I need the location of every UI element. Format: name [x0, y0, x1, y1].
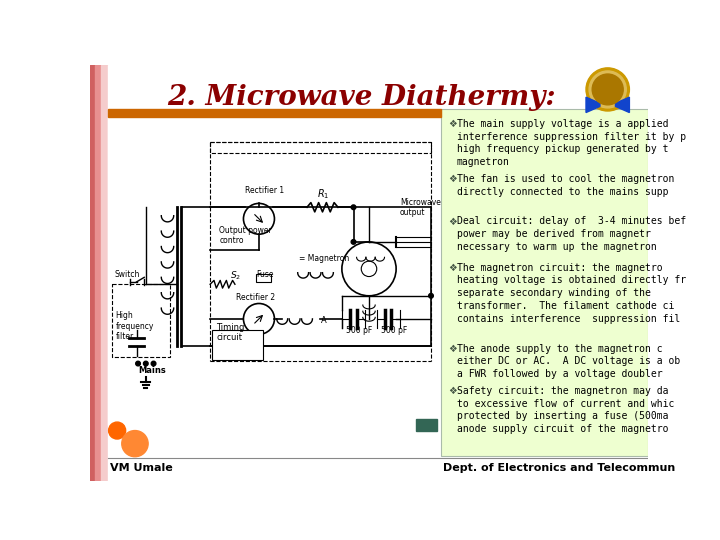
Text: VM Umale: VM Umale — [110, 463, 173, 473]
Text: Microwave
output: Microwave output — [400, 198, 441, 217]
Bar — [96, 65, 101, 481]
Text: Fuse: Fuse — [256, 269, 274, 279]
Text: $R_1$: $R_1$ — [317, 187, 330, 201]
Polygon shape — [616, 97, 629, 112]
Bar — [90, 65, 96, 481]
Text: Rectifier 1: Rectifier 1 — [245, 186, 284, 194]
Text: ❖: ❖ — [448, 386, 456, 396]
Text: The anode supply to the magnetron c
either DC or AC.  A DC voltage is a ob
a FWR: The anode supply to the magnetron c eith… — [456, 343, 680, 379]
Circle shape — [593, 74, 624, 105]
Text: Rectifier 2: Rectifier 2 — [235, 293, 275, 302]
Bar — [108, 117, 441, 425]
Bar — [108, 110, 441, 117]
Circle shape — [151, 361, 156, 366]
Bar — [210, 142, 431, 153]
Text: ❖: ❖ — [448, 119, 456, 129]
Bar — [101, 65, 108, 481]
Bar — [441, 110, 648, 456]
Text: Output power
contro: Output power contro — [220, 226, 272, 246]
Bar — [212, 330, 263, 360]
Text: Timing
circuit: Timing circuit — [216, 323, 245, 342]
Text: 500 pF: 500 pF — [381, 326, 407, 335]
Circle shape — [428, 294, 433, 298]
Text: A: A — [321, 316, 327, 325]
Text: Switch: Switch — [114, 269, 140, 279]
Circle shape — [109, 422, 126, 439]
Text: The main supply voltage is a applied
interference suppression filter it by p
hig: The main supply voltage is a applied int… — [456, 119, 685, 167]
Text: High
frequency
filter: High frequency filter — [116, 311, 154, 341]
Text: ❖: ❖ — [448, 174, 456, 184]
Text: ❖: ❖ — [448, 343, 456, 354]
Text: Deal circuit: delay of  3-4 minutes bef
power may be derived from magnetr
necess: Deal circuit: delay of 3-4 minutes bef p… — [456, 217, 685, 252]
Text: ❖: ❖ — [448, 262, 456, 273]
Circle shape — [136, 361, 140, 366]
Circle shape — [351, 240, 356, 244]
Text: = Magnetron: = Magnetron — [300, 254, 349, 263]
Text: Safety circuit: the magnetron may da
to excessive flow of current and whic
prote: Safety circuit: the magnetron may da to … — [456, 386, 674, 434]
Polygon shape — [586, 97, 600, 112]
Text: The fan is used to cool the magnetron
directly connected to the mains supp: The fan is used to cool the magnetron di… — [456, 174, 674, 197]
Circle shape — [586, 68, 629, 111]
Text: Dept. of Electronics and Telecommun: Dept. of Electronics and Telecommun — [443, 463, 675, 473]
Circle shape — [143, 361, 148, 366]
Text: 2. Microwave Diathermy:: 2. Microwave Diathermy: — [168, 84, 556, 111]
Circle shape — [122, 430, 148, 457]
Text: Mains: Mains — [138, 366, 166, 375]
Bar — [415, 419, 437, 431]
Text: 500 pF: 500 pF — [346, 326, 372, 335]
Bar — [256, 274, 271, 282]
Circle shape — [589, 71, 626, 108]
Bar — [112, 284, 170, 357]
Text: ❖: ❖ — [448, 217, 456, 226]
Circle shape — [351, 205, 356, 210]
Text: The magnetron circuit: the magnetro
heating voltage is obtained directly fr
sepa: The magnetron circuit: the magnetro heat… — [456, 262, 685, 324]
Text: $S_2$: $S_2$ — [230, 270, 240, 282]
